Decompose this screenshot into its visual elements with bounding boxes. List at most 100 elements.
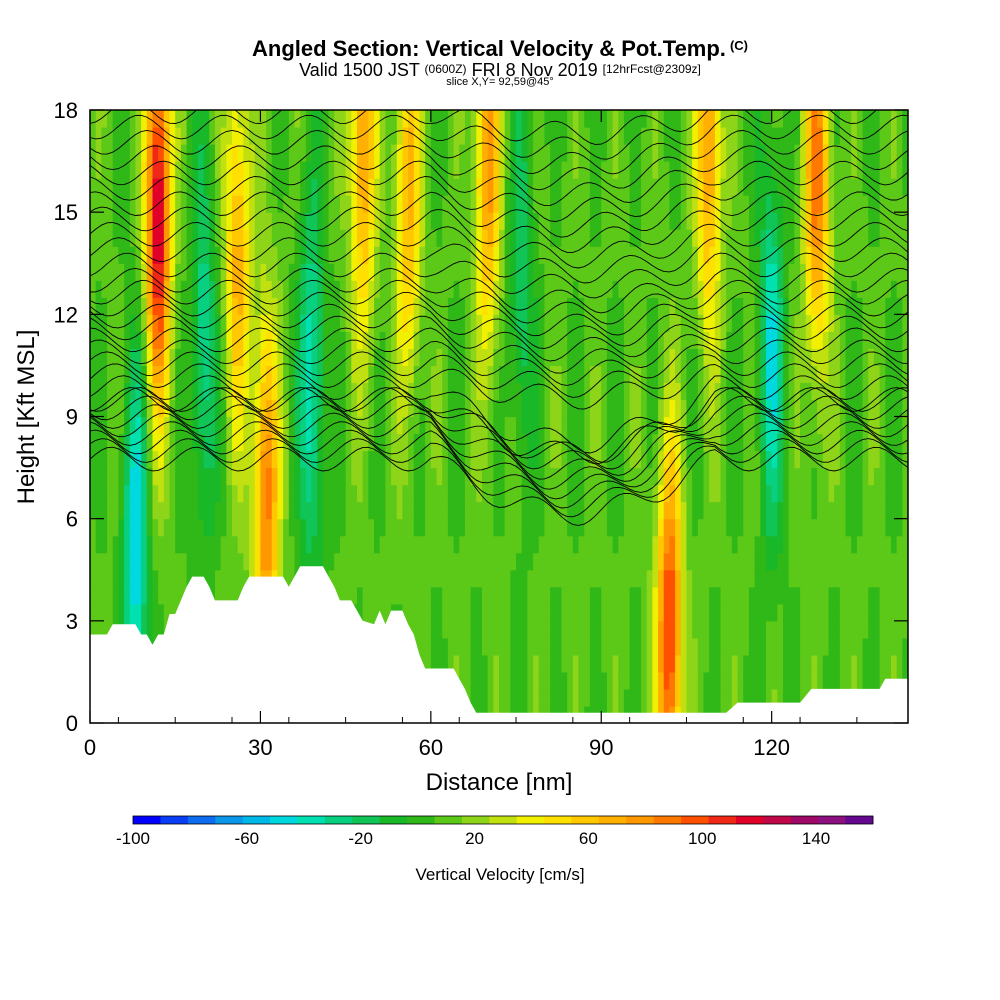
velocity-cell: [339, 212, 347, 230]
velocity-cell: [771, 246, 778, 264]
velocity-cell: [311, 195, 318, 213]
velocity-cell: [726, 331, 733, 349]
velocity-cell: [623, 195, 631, 213]
velocity-cell: [811, 637, 818, 656]
velocity-cell: [192, 127, 199, 145]
velocity-cell: [430, 467, 438, 486]
velocity-cell: [743, 586, 750, 605]
velocity-cell: [129, 569, 137, 588]
velocity-cell: [811, 586, 818, 605]
velocity-cell: [595, 144, 602, 162]
velocity-cell: [294, 161, 301, 179]
velocity-cell: [436, 450, 443, 469]
velocity-cell: [249, 433, 256, 452]
velocity-cell: [226, 246, 233, 264]
velocity-cell: [572, 535, 580, 554]
velocity-cell: [447, 161, 455, 179]
velocity-cell: [419, 637, 426, 656]
velocity-cell: [817, 127, 824, 145]
velocity-cell: [453, 535, 460, 554]
velocity-cell: [533, 671, 540, 690]
velocity-cell: [692, 535, 699, 554]
velocity-cell: [550, 671, 557, 690]
velocity-cell: [771, 161, 778, 179]
velocity-cell: [868, 348, 875, 367]
velocity-cell: [811, 178, 818, 196]
velocity-cell: [425, 654, 432, 673]
velocity-cell: [328, 178, 335, 196]
velocity-cell: [339, 127, 347, 145]
velocity-cell: [521, 586, 528, 605]
velocity-cell: [618, 586, 625, 605]
velocity-cell: [709, 518, 716, 537]
velocity-cell: [856, 484, 864, 503]
velocity-cell: [794, 331, 801, 349]
velocity-cell: [266, 178, 273, 196]
velocity-cell: [572, 467, 580, 486]
velocity-cell: [453, 178, 460, 196]
velocity-cell: [629, 399, 636, 418]
velocity-cell: [237, 518, 244, 537]
velocity-cell: [447, 127, 455, 145]
velocity-cell: [283, 280, 290, 298]
velocity-cell: [90, 144, 97, 162]
velocity-cell: [771, 637, 778, 656]
velocity-cell: [470, 246, 477, 264]
velocity-cell: [101, 467, 108, 486]
velocity-cell: [805, 467, 813, 486]
velocity-cell: [658, 297, 665, 315]
velocity-cell: [90, 263, 97, 281]
velocity-cell: [641, 501, 648, 520]
velocity-cell: [266, 314, 273, 332]
velocity-cell: [408, 399, 415, 418]
velocity-cell: [822, 382, 830, 401]
velocity-cell: [663, 212, 671, 230]
velocity-cell: [197, 501, 205, 520]
velocity-cell: [356, 535, 364, 554]
velocity-cell: [180, 348, 188, 367]
velocity-cell: [538, 450, 546, 469]
velocity-cell: [675, 297, 682, 315]
velocity-cell: [311, 450, 318, 469]
velocity-cell: [197, 110, 205, 128]
velocity-cell: [817, 467, 824, 486]
velocity-cell: [209, 399, 216, 418]
velocity-cell: [192, 518, 199, 537]
velocity-cell: [686, 450, 693, 469]
velocity-cell: [550, 484, 557, 503]
velocity-cell: [362, 178, 369, 196]
velocity-cell: [510, 501, 517, 520]
velocity-cell: [499, 161, 506, 179]
velocity-cell: [260, 212, 267, 230]
velocity-cell: [726, 586, 733, 605]
velocity-cell: [311, 314, 318, 332]
velocity-cell: [180, 467, 188, 486]
velocity-cell: [527, 382, 534, 401]
velocity-cell: [90, 178, 97, 196]
velocity-cell: [709, 399, 716, 418]
velocity-cell: [283, 399, 290, 418]
velocity-cell: [243, 314, 250, 332]
velocity-cell: [158, 552, 165, 571]
velocity-cell: [419, 603, 426, 622]
velocity-cell: [817, 365, 824, 384]
velocity-cell: [834, 671, 841, 690]
velocity-cell: [765, 501, 773, 520]
velocity-cell: [442, 314, 449, 332]
velocity-cell: [430, 535, 438, 554]
velocity-cell: [419, 467, 426, 486]
velocity-cell: [374, 263, 381, 281]
velocity-cell: [243, 450, 250, 469]
velocity-cell: [339, 263, 347, 281]
velocity-cell: [180, 365, 188, 384]
velocity-cell: [788, 654, 795, 673]
velocity-cell: [714, 688, 722, 707]
velocity-cell: [322, 484, 330, 503]
velocity-cell: [464, 603, 472, 622]
velocity-cell: [385, 382, 392, 401]
velocity-cell: [481, 467, 489, 486]
velocity-cell: [453, 501, 460, 520]
velocity-cell: [669, 178, 676, 196]
velocity-cell: [186, 433, 193, 452]
velocity-cell: [760, 229, 767, 247]
